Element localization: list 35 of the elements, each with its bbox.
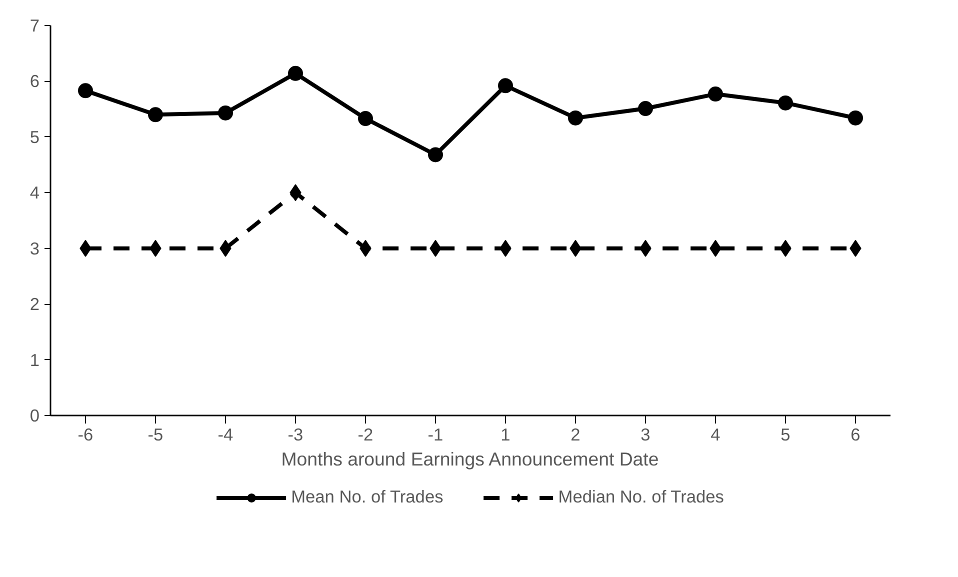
legend-label: Median No. of Trades xyxy=(558,486,724,508)
point xyxy=(358,111,373,126)
point xyxy=(848,110,863,126)
y-tick-label: 5 xyxy=(30,126,40,147)
x-tick-label: 5 xyxy=(780,424,790,444)
x-axis-title: Months around Earnings Announcement Date xyxy=(281,448,659,470)
x-tick-label: 6 xyxy=(850,424,860,444)
x-tick-label: 3 xyxy=(640,424,650,444)
point xyxy=(568,110,583,126)
y-tick-label: 0 xyxy=(30,406,40,426)
point xyxy=(148,107,163,122)
point xyxy=(218,105,233,120)
point xyxy=(428,147,443,162)
legend-label: Mean No. of Trades xyxy=(291,486,444,508)
y-tick-label: 6 xyxy=(30,71,40,92)
point xyxy=(288,66,303,81)
y-tick-label: 2 xyxy=(30,294,40,314)
x-tick-label: 1 xyxy=(500,424,510,444)
point xyxy=(778,95,793,110)
x-tick-label: 4 xyxy=(710,424,721,444)
y-tick-label: 3 xyxy=(30,238,40,258)
x-tick-label: 2 xyxy=(570,424,580,444)
x-tick-label: -1 xyxy=(428,424,444,444)
x-tick-label: -3 xyxy=(288,424,304,444)
x-tick-label: -2 xyxy=(358,424,374,444)
x-tick-label: -5 xyxy=(148,424,164,444)
y-tick-label: 4 xyxy=(30,182,40,203)
x-tick-label: -4 xyxy=(218,424,234,444)
point xyxy=(498,78,513,94)
y-tick-label: 7 xyxy=(30,16,40,36)
point xyxy=(638,101,653,116)
point xyxy=(78,83,93,98)
x-tick-label: -6 xyxy=(78,424,94,444)
point xyxy=(708,86,723,102)
y-tick-label: 1 xyxy=(30,350,40,370)
